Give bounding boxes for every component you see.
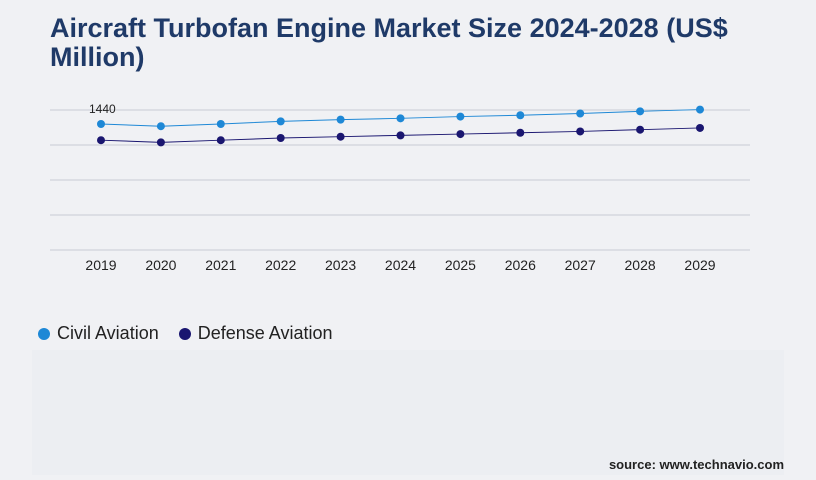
bottom-panel: [32, 350, 784, 475]
x-tick-label: 2020: [145, 257, 176, 273]
defense-aviation-point[interactable]: [97, 136, 105, 145]
civil-aviation-marker-icon: [38, 327, 50, 340]
civil-aviation-point[interactable]: [336, 115, 345, 124]
civil-aviation-point[interactable]: [216, 120, 225, 128]
legend-item-civil-aviation[interactable]: Civil Aviation: [38, 323, 159, 344]
defense-aviation-marker-icon: [178, 327, 191, 340]
data-label: 1440: [89, 102, 116, 116]
civil-aviation-point[interactable]: [516, 111, 525, 120]
civil-aviation-point[interactable]: [696, 105, 704, 114]
defense-aviation-point[interactable]: [156, 138, 165, 147]
defense-aviation-point[interactable]: [636, 125, 645, 134]
civil-aviation-point[interactable]: [97, 120, 105, 128]
x-tick-label: 2024: [385, 257, 416, 273]
defense-aviation-point[interactable]: [576, 127, 585, 136]
x-tick-label: 2025: [445, 257, 476, 273]
chart-title: Aircraft Turbofan Engine Market Size 202…: [50, 13, 728, 72]
legend-item-defense-aviation[interactable]: Defense Aviation: [178, 323, 333, 344]
series-points: [97, 105, 704, 147]
defense-aviation-point[interactable]: [456, 130, 465, 139]
x-tick-label: 2021: [205, 257, 236, 273]
civil-aviation-point[interactable]: [156, 122, 165, 131]
x-tick-label: 2023: [325, 257, 356, 273]
civil-aviation-point[interactable]: [276, 117, 285, 126]
x-tick-label: 2019: [85, 257, 116, 273]
x-tick-label: 2027: [565, 257, 596, 273]
data-labels: 1440: [89, 102, 116, 116]
defense-aviation-point[interactable]: [336, 132, 345, 141]
defense-aviation-point[interactable]: [516, 128, 525, 137]
legend-label-civil-aviation: Civil Aviation: [57, 323, 159, 343]
civil-aviation-point[interactable]: [576, 109, 585, 118]
x-axis-ticks: 2019 2020 2021 2022 2023 2024 2025 2026 2027 2028…: [85, 257, 715, 273]
defense-aviation-point[interactable]: [216, 136, 225, 145]
defense-aviation-point[interactable]: [276, 134, 285, 142]
civil-aviation-point[interactable]: [396, 114, 405, 123]
civil-aviation-point[interactable]: [636, 107, 645, 116]
gridlines: [50, 109, 750, 251]
x-tick-label: 2026: [505, 257, 536, 273]
legend: Civil Aviation Defense Aviation: [38, 323, 352, 344]
x-tick-label: 2029: [684, 257, 715, 273]
x-tick-label: 2022: [265, 257, 296, 273]
defense-aviation-point[interactable]: [396, 131, 405, 140]
civil-aviation-point[interactable]: [456, 112, 465, 121]
x-tick-label: 2028: [625, 257, 656, 273]
legend-label-defense-aviation: Defense Aviation: [197, 323, 333, 343]
source-credit: source: www.technavio.com: [608, 457, 784, 472]
defense-aviation-point[interactable]: [696, 123, 704, 132]
